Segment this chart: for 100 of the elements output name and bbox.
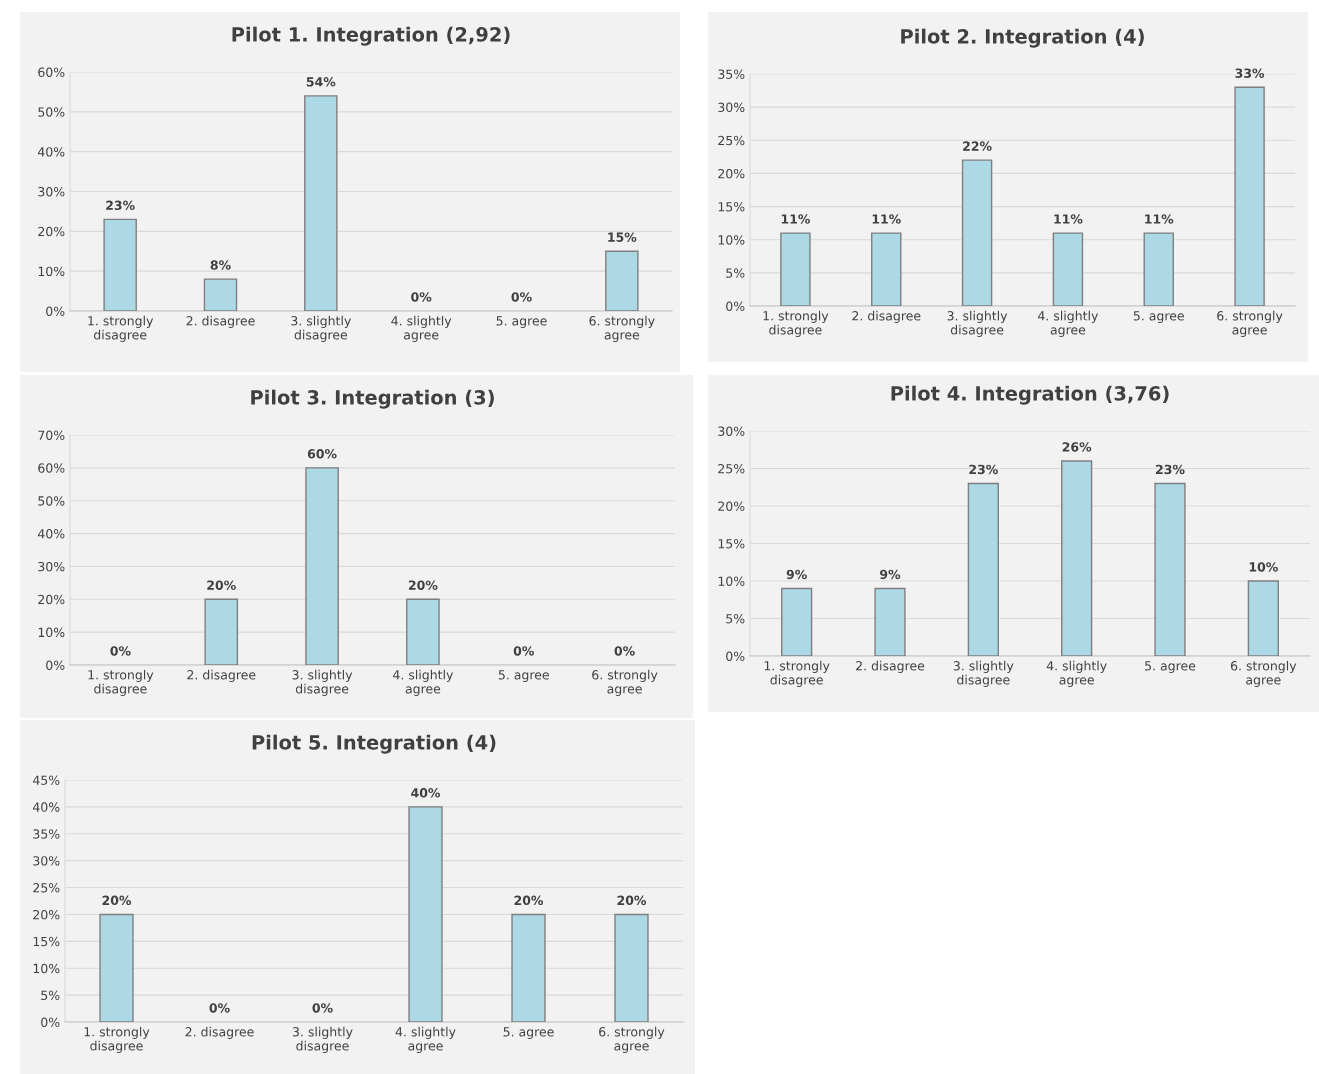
- y-tick-label: 20%: [38, 594, 65, 605]
- y-tick-label: 0%: [41, 1017, 60, 1027]
- chart-title: Pilot 4. Integration (3,76): [891, 385, 1169, 405]
- data-label: 20%: [408, 580, 438, 590]
- y-tick-label: 20%: [33, 909, 60, 920]
- data-label: 54%: [306, 77, 336, 87]
- y-tick-label: 30%: [33, 856, 60, 866]
- y-tick-label: 10%: [718, 576, 745, 586]
- y-tick-label: 5%: [41, 990, 60, 1001]
- data-label: 40%: [411, 788, 441, 798]
- data-label: 15%: [608, 232, 637, 242]
- chart-title: Pilot 1. Integration (2,92): [232, 26, 510, 46]
- y-tick-label: 60%: [38, 463, 65, 473]
- y-tick-label: 25%: [718, 463, 745, 474]
- x-tick-label: 5. agree: [498, 670, 549, 682]
- x-tick-label: 6. strongly agree: [592, 669, 658, 696]
- data-label: 20%: [102, 895, 132, 906]
- data-label: 20%: [514, 895, 544, 906]
- x-tick-label: 6. strongly agree: [589, 315, 655, 342]
- data-label: 0%: [513, 646, 534, 656]
- x-tick-label: 3. slightly disagree: [292, 669, 353, 696]
- data-label: 26%: [1062, 442, 1092, 452]
- x-tick-label: 1. strongly disagree: [88, 669, 154, 696]
- y-tick-label: 0%: [46, 306, 65, 316]
- x-tick-label: 4. slightly agree: [395, 1026, 456, 1053]
- y-tick-label: 60%: [38, 67, 65, 77]
- data-label: 23%: [106, 200, 135, 211]
- y-tick-label: 0%: [726, 301, 745, 311]
- chart-title: Pilot 3. Integration (3): [251, 389, 494, 409]
- x-tick-label: 5. agree: [496, 316, 547, 328]
- data-label: 11%: [872, 214, 901, 224]
- x-tick-label: 1. strongly disagree: [84, 1026, 150, 1053]
- data-label: 10%: [1249, 562, 1278, 572]
- x-tick-label: 4. slightly agree: [1046, 660, 1107, 687]
- data-label: 0%: [511, 292, 532, 302]
- y-tick-label: 15%: [33, 936, 60, 947]
- y-tick-label: 30%: [718, 426, 745, 436]
- data-label: 33%: [1235, 68, 1265, 78]
- x-tick-label: 3. slightly disagree: [292, 1026, 353, 1053]
- data-label: 23%: [1156, 464, 1185, 475]
- y-tick-label: 30%: [38, 561, 65, 572]
- y-tick-label: 25%: [718, 135, 745, 146]
- data-label: 8%: [210, 260, 231, 270]
- x-tick-label: 2. disagree: [187, 669, 256, 682]
- data-label: 9%: [786, 569, 807, 580]
- y-tick-label: 30%: [38, 186, 65, 197]
- x-tick-label: 5. agree: [503, 1027, 554, 1039]
- y-tick-label: 5%: [726, 613, 745, 624]
- x-tick-label: 1. strongly disagree: [764, 660, 830, 687]
- x-tick-label: 4. slightly agree: [393, 669, 454, 696]
- x-tick-label: 1. strongly disagree: [88, 315, 154, 342]
- y-tick-label: 20%: [38, 226, 65, 237]
- y-tick-label: 20%: [718, 168, 745, 179]
- data-label: 23%: [969, 464, 998, 475]
- data-label: 11%: [1054, 214, 1083, 224]
- y-tick-label: 45%: [32, 775, 60, 785]
- y-tick-label: 35%: [33, 829, 60, 839]
- x-tick-label: 2. disagree: [852, 310, 921, 323]
- data-label: 9%: [880, 569, 901, 580]
- y-tick-label: 0%: [726, 651, 745, 661]
- x-tick-label: 5. agree: [1145, 661, 1196, 673]
- y-tick-label: 0%: [46, 660, 65, 670]
- data-label: 11%: [781, 214, 810, 224]
- chart-title: Pilot 5. Integration (4): [252, 734, 496, 754]
- y-tick-label: 25%: [33, 883, 60, 893]
- y-tick-label: 70%: [38, 430, 65, 440]
- x-tick-label: 6. strongly agree: [1230, 660, 1297, 687]
- data-label: 0%: [209, 1003, 230, 1013]
- y-tick-label: 40%: [32, 802, 60, 812]
- x-tick-label: 5. agree: [1133, 311, 1184, 323]
- y-tick-label: 5%: [726, 268, 745, 278]
- data-label: 22%: [963, 141, 992, 151]
- x-tick-label: 1. strongly disagree: [763, 310, 829, 337]
- y-tick-label: 15%: [718, 538, 745, 549]
- data-label: 20%: [207, 580, 236, 590]
- data-label: 0%: [411, 292, 432, 302]
- y-tick-label: 35%: [718, 69, 745, 79]
- data-label: 20%: [617, 895, 647, 906]
- data-label: 0%: [614, 646, 635, 656]
- x-tick-label: 3. slightly disagree: [291, 315, 351, 342]
- data-label: 0%: [312, 1003, 333, 1013]
- data-label: 11%: [1145, 214, 1174, 224]
- y-tick-label: 10%: [38, 627, 65, 638]
- chart-title: Pilot 2. Integration (4): [901, 28, 1144, 48]
- x-tick-label: 4. slightly agree: [391, 315, 452, 342]
- x-tick-label: 2. disagree: [186, 315, 255, 328]
- x-tick-label: 6. strongly agree: [1217, 310, 1283, 337]
- y-tick-label: 40%: [37, 529, 65, 539]
- y-tick-label: 15%: [718, 202, 745, 212]
- y-tick-label: 40%: [37, 147, 65, 157]
- y-tick-label: 10%: [38, 266, 65, 277]
- y-tick-label: 10%: [718, 235, 745, 245]
- y-tick-label: 20%: [718, 501, 745, 511]
- x-tick-label: 3. slightly disagree: [947, 310, 1008, 337]
- data-label: 0%: [110, 646, 131, 656]
- y-tick-label: 50%: [38, 496, 65, 506]
- x-tick-label: 3. slightly disagree: [953, 660, 1014, 687]
- y-tick-label: 30%: [718, 102, 745, 113]
- data-label: 60%: [307, 449, 337, 459]
- x-tick-label: 2. disagree: [856, 660, 925, 673]
